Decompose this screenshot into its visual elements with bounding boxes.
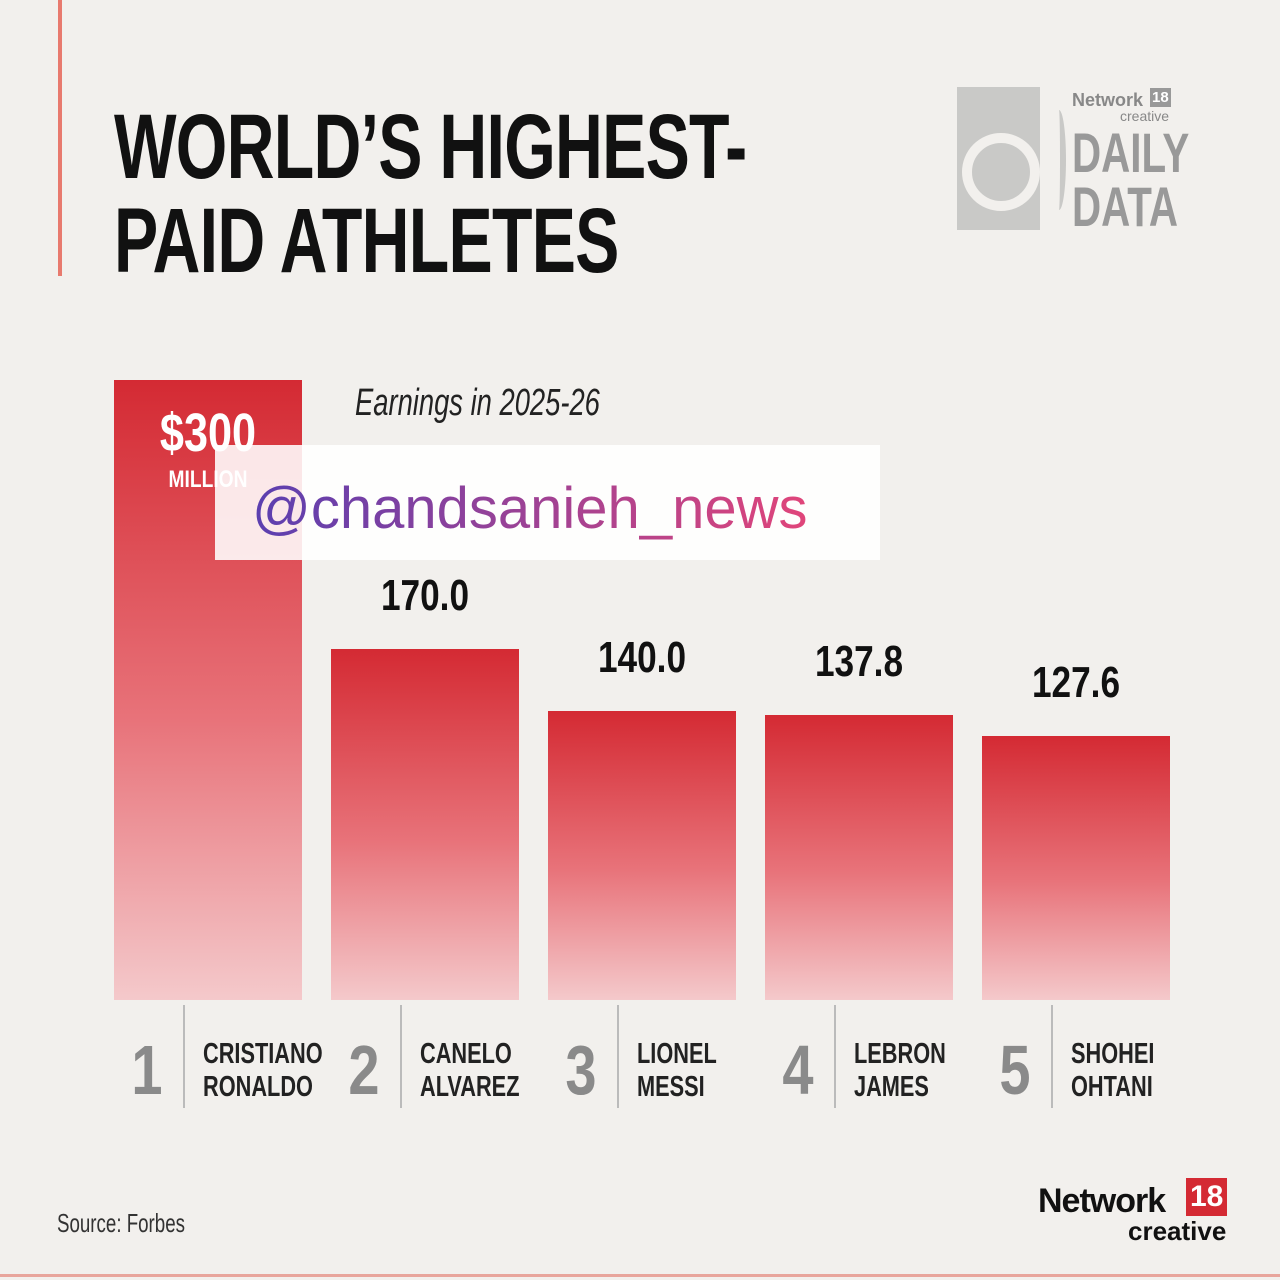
divider xyxy=(400,1005,402,1108)
chart-subtitle: Earnings in 2025-26 xyxy=(355,382,600,424)
accent-line xyxy=(58,0,62,276)
athlete-name: LIONEL MESSI xyxy=(637,1038,717,1103)
value-label: 127.6 xyxy=(1031,658,1121,708)
footer-network: Network xyxy=(1038,1182,1166,1220)
athlete-name: LEBRON JAMES xyxy=(854,1038,946,1103)
value-label: 137.8 xyxy=(814,637,904,687)
chart-title: WORLD’S HIGHEST-PAID ATHLETES xyxy=(114,96,747,292)
bottom-line xyxy=(0,1274,1280,1277)
bar xyxy=(982,736,1170,1000)
logo-network: Network xyxy=(1072,90,1144,110)
logo-number: 18 xyxy=(1150,88,1171,107)
logo-daily: DAILY xyxy=(1072,121,1190,184)
source: Source: Forbes xyxy=(57,1208,185,1238)
bar xyxy=(548,710,736,1000)
footer-number: 18 xyxy=(1186,1178,1228,1216)
divider xyxy=(1051,1005,1053,1108)
athlete-name: SHOHEI OHTANI xyxy=(1071,1038,1155,1103)
watermark: @chandsanieh_news xyxy=(252,476,808,541)
logo-arc xyxy=(1052,110,1066,210)
logo-data: DATA xyxy=(1072,175,1178,238)
footer-creative: creative xyxy=(1128,1216,1227,1246)
athlete-name: CANELO ALVAREZ xyxy=(420,1038,520,1103)
logo-circle xyxy=(962,133,1040,211)
logo-creative: creative xyxy=(1120,108,1170,124)
rank: 5 xyxy=(999,1031,1031,1109)
rank: 3 xyxy=(565,1031,597,1109)
divider xyxy=(834,1005,836,1108)
divider xyxy=(617,1005,619,1108)
bar xyxy=(331,648,519,1000)
divider xyxy=(183,1005,185,1108)
athlete-name: CRISTIANO RONALDO xyxy=(203,1038,323,1103)
rank: 2 xyxy=(348,1031,380,1109)
rank: 4 xyxy=(782,1031,814,1109)
value-label: 140.0 xyxy=(597,632,687,682)
bar xyxy=(765,715,953,1000)
rank: 1 xyxy=(131,1031,163,1109)
watermark-box xyxy=(215,445,880,560)
value-label: 170.0 xyxy=(380,570,470,620)
